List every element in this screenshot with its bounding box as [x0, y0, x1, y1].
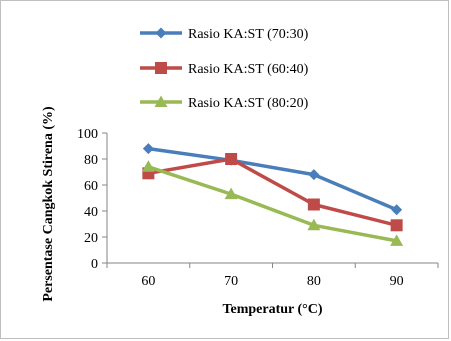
y-tick-label: 100 [77, 127, 98, 142]
data-point [224, 187, 238, 200]
series [141, 143, 404, 246]
y-tick-label: 20 [84, 231, 98, 246]
x-tick-label: 80 [307, 274, 321, 289]
x-tick-label: 60 [141, 274, 155, 289]
y-axis-ticks: 0 20 40 60 80 100 [77, 127, 107, 272]
y-tick-label: 60 [84, 179, 98, 194]
data-point [390, 219, 403, 232]
legend-swatch-marker [155, 27, 167, 39]
data-point [225, 153, 238, 165]
x-tick-label: 70 [224, 274, 238, 289]
series-line [148, 157, 398, 227]
x-tick-label: 90 [390, 274, 404, 289]
legend-item: Rasio KA:ST (60:40) [140, 62, 309, 77]
x-axis-ticks: 60 70 80 90 [106, 263, 439, 289]
axes [106, 133, 438, 264]
data-point [390, 234, 404, 246]
series-line [147, 165, 397, 243]
legend-label: Rasio KA:ST (60:40) [188, 62, 309, 77]
legend-swatch-marker [155, 62, 167, 74]
data-point [307, 218, 321, 231]
series-square [142, 153, 403, 232]
data-point [391, 204, 403, 216]
legend-label: Rasio KA:ST (80:20) [188, 96, 309, 111]
data-point [142, 143, 154, 155]
legend: Rasio KA:ST (70:30) Rasio KA:ST (60:40) Ra… [140, 27, 309, 111]
x-axis-title: Temperatur (°C) [222, 302, 322, 317]
legend-swatch-marker [154, 95, 168, 107]
y-tick-label: 80 [84, 153, 98, 168]
y-tick-label: 0 [91, 257, 98, 272]
series-line [148, 146, 398, 212]
series-triangle [141, 160, 404, 246]
y-tick-label: 40 [84, 205, 98, 220]
y-axis-title: Persentase Cangkok Stirena (%) [41, 106, 56, 302]
data-point [307, 198, 320, 211]
data-point [141, 160, 155, 172]
legend-item: Rasio KA:ST (70:30) [140, 27, 309, 42]
legend-label: Rasio KA:ST (70:30) [188, 27, 309, 42]
data-point [308, 169, 320, 181]
legend-item: Rasio KA:ST (80:20) [140, 95, 309, 111]
